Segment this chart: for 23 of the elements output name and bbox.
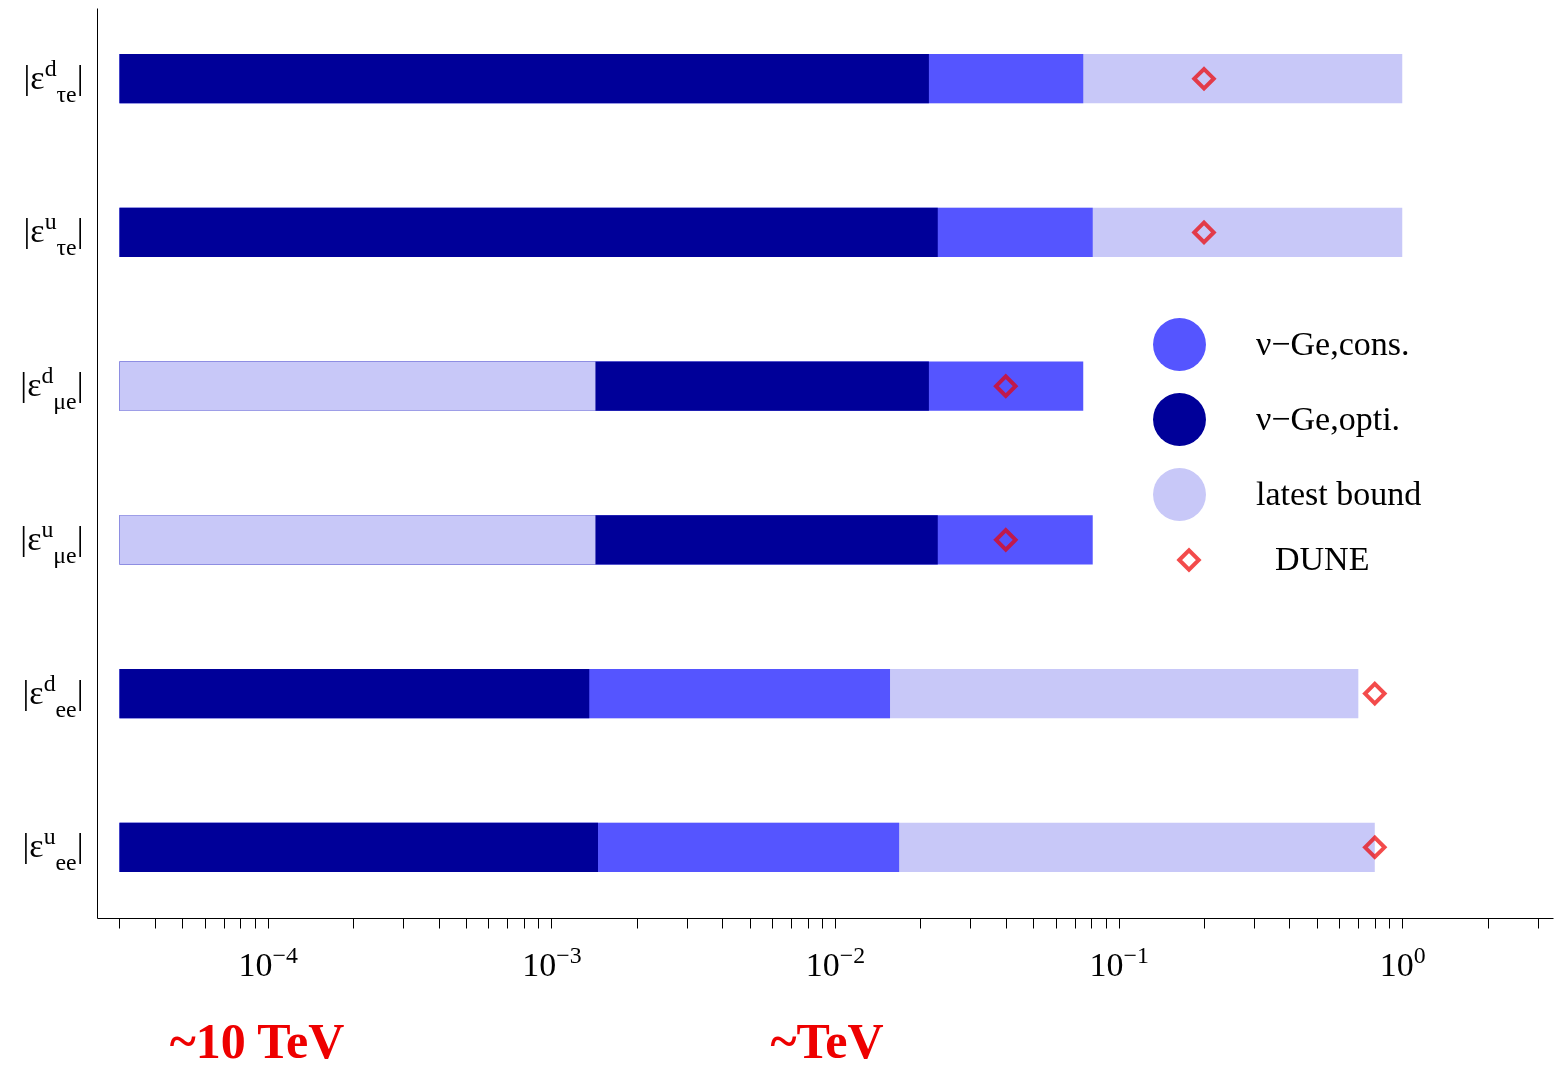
- x-tick-label: 10$^{−1}$: [1089, 941, 1149, 983]
- y-tick-label: |ε$^{d}$$_{μe}$|: [20, 362, 84, 415]
- x-tick-label: 10$^{−3}$: [522, 941, 582, 983]
- text: ~TeV: [770, 1013, 884, 1067]
- x-tick-label: 10$^{−2}$: [805, 941, 866, 983]
- y-tick-label: |ε$^{d}$$_{τe}$|: [23, 54, 84, 107]
- y-tick-label: |ε$^{u}$$_{ee}$|: [22, 823, 84, 876]
- x-tick-label: 10$^{0}$: [1379, 941, 1426, 983]
- bar: [119, 54, 929, 104]
- y-tick-label: |ε$^{u}$$_{μe}$|: [20, 515, 84, 568]
- x-tick-label: 10$^{−4}$: [238, 941, 299, 983]
- legend-label: ν−Ge,opti.: [1256, 399, 1401, 437]
- y-tick-label: |ε$^{d}$$_{ee}$|: [22, 669, 84, 722]
- y-tick-label: |ε$^{u}$$_{τe}$|: [23, 208, 84, 261]
- bar: [119, 361, 596, 411]
- legend-label: ν−Ge,cons.: [1256, 324, 1410, 362]
- legend-label: DUNE: [1275, 540, 1370, 577]
- bar: [119, 822, 598, 872]
- bar: [119, 207, 938, 258]
- text: ~10 TeV: [169, 1013, 345, 1067]
- legend-label: latest bound: [1256, 474, 1422, 512]
- bar: [119, 668, 590, 719]
- bar: [119, 515, 596, 565]
